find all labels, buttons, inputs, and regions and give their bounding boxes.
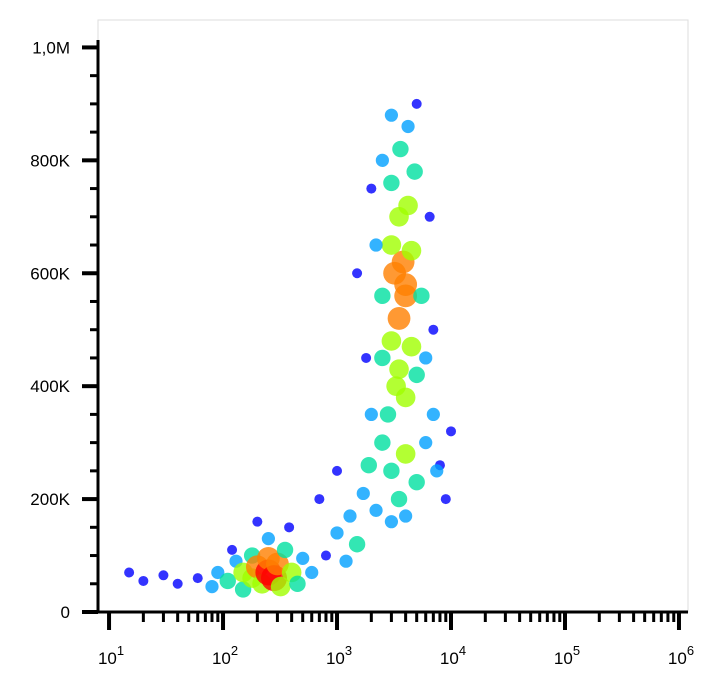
y-tick-label: 400K xyxy=(30,377,70,396)
density-cell xyxy=(384,108,399,122)
x-tick-exponent: 6 xyxy=(687,643,694,658)
density-cell xyxy=(364,407,378,421)
x-tick-label: 103 xyxy=(326,643,352,668)
density-cell xyxy=(401,336,422,357)
density-cell xyxy=(343,509,357,523)
density-cell xyxy=(389,359,409,380)
density-cell xyxy=(305,565,319,580)
density-cell xyxy=(408,366,425,384)
density-cell xyxy=(361,352,372,363)
density-cell xyxy=(406,163,423,180)
x-tick-base: 10 xyxy=(98,649,117,668)
density-cell xyxy=(158,570,169,581)
density-cell xyxy=(392,140,409,158)
density-cell xyxy=(424,211,435,222)
density-cell xyxy=(430,464,444,478)
x-tick-label: 105 xyxy=(554,643,580,668)
density-cell xyxy=(381,331,402,351)
density-cell xyxy=(384,515,399,529)
density-cell xyxy=(270,576,291,597)
density-cell xyxy=(284,522,295,533)
x-tick-exponent: 2 xyxy=(231,643,238,658)
y-tick-label: 200K xyxy=(30,490,70,509)
x-tick-exponent: 1 xyxy=(117,643,124,658)
density-cell xyxy=(411,98,422,109)
density-cell xyxy=(211,565,225,580)
density-cell xyxy=(394,273,418,296)
density-cell xyxy=(124,567,135,578)
density-cell xyxy=(408,473,425,491)
density-cell xyxy=(374,349,391,367)
density-cell xyxy=(387,307,411,330)
y-tick-label: 0 xyxy=(61,603,70,622)
density-cell xyxy=(138,575,149,586)
density-cell xyxy=(227,544,238,555)
x-tick-label: 106 xyxy=(668,643,694,668)
density-cell xyxy=(440,494,451,505)
density-cell xyxy=(360,457,377,474)
density-cell xyxy=(395,387,416,408)
x-tick-base: 10 xyxy=(326,649,345,668)
x-tick-exponent: 5 xyxy=(573,643,580,658)
density-cell xyxy=(348,536,366,553)
density-cell xyxy=(330,526,344,540)
density-cell xyxy=(261,532,275,546)
x-tick-label: 101 xyxy=(98,643,124,668)
density-cell xyxy=(276,541,294,559)
density-cell xyxy=(352,268,363,279)
density-cell xyxy=(172,578,183,589)
density-cell xyxy=(401,240,422,261)
density-cell xyxy=(369,503,383,517)
density-cell xyxy=(369,238,383,252)
x-tick-exponent: 3 xyxy=(345,643,352,658)
density-cell xyxy=(252,516,263,527)
density-cell xyxy=(413,287,430,305)
x-tick-label: 104 xyxy=(440,643,466,668)
density-cell xyxy=(339,554,353,568)
density-cell xyxy=(401,119,415,134)
density-cell xyxy=(383,174,400,192)
density-cell xyxy=(374,287,391,305)
density-cell xyxy=(374,434,391,451)
density-cell xyxy=(320,550,331,561)
x-tick-base: 10 xyxy=(212,649,231,668)
density-cell xyxy=(366,183,377,194)
density-cell xyxy=(395,444,416,464)
density-cell xyxy=(192,573,203,584)
density-cell xyxy=(383,462,400,480)
density-cell xyxy=(428,324,439,335)
x-tick-base: 10 xyxy=(440,649,459,668)
density-cell xyxy=(375,153,389,167)
density-cell xyxy=(289,575,306,592)
density-cell xyxy=(379,406,397,423)
density-cell xyxy=(219,572,236,590)
density-cell xyxy=(419,351,433,365)
x-tick-base: 10 xyxy=(554,649,573,668)
density-cell xyxy=(381,235,402,255)
x-tick-label: 102 xyxy=(212,643,238,668)
density-cell xyxy=(399,509,413,523)
density-cell xyxy=(332,465,343,476)
y-tick-label: 600K xyxy=(30,264,70,283)
density-cell xyxy=(296,551,310,565)
x-tick-base: 10 xyxy=(668,649,687,668)
density-cell xyxy=(356,486,370,501)
y-tick-label: 800K xyxy=(30,151,70,170)
density-cell xyxy=(398,195,418,216)
density-cell xyxy=(390,490,408,508)
density-cell xyxy=(419,436,433,450)
density-cell xyxy=(446,426,457,437)
x-tick-exponent: 4 xyxy=(459,643,466,658)
density-cell xyxy=(205,579,219,594)
y-tick-label: 1,0M xyxy=(32,38,70,57)
density-cell xyxy=(426,407,440,421)
density-cell xyxy=(314,494,325,505)
